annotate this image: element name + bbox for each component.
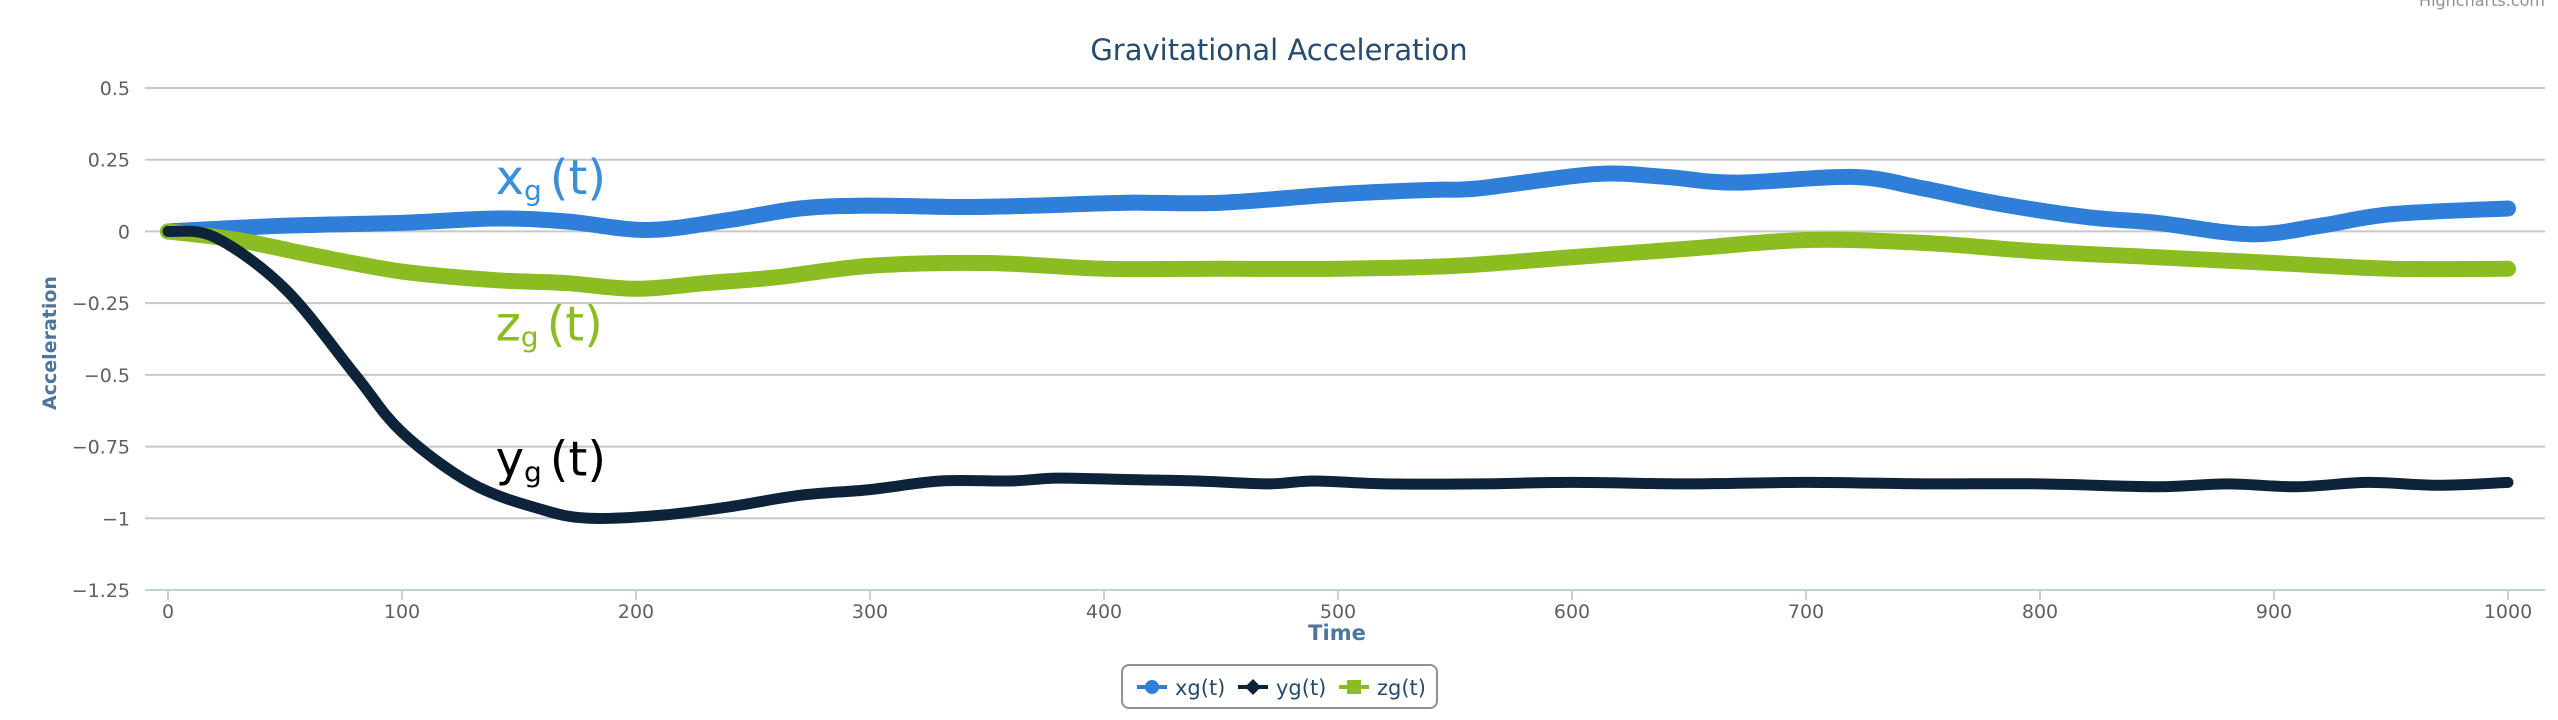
legend-box — [1121, 664, 1438, 709]
y-tick-label: −1 — [102, 508, 130, 530]
series-group — [160, 165, 2516, 525]
x-axis: 0 100 200 300 400 500 600 700 800 900 1000 — [162, 590, 2532, 623]
annotations: xg (t) zg (t) yg (t) — [496, 150, 606, 488]
legend-label: zg(t) — [1377, 676, 1426, 700]
x-tick-label: 600 — [1554, 601, 1590, 623]
series-annotation: yg (t) — [496, 431, 606, 488]
y-tick-label: −0.5 — [84, 365, 130, 387]
x-tick-label: 900 — [2256, 601, 2292, 623]
x-tick-label: 200 — [618, 601, 654, 623]
legend-label: yg(t) — [1276, 676, 1326, 700]
series-line-zgt — [160, 223, 2516, 297]
circle-marker-icon — [1145, 680, 1159, 694]
diamond-marker-icon — [1245, 679, 1261, 695]
x-tick-label: 100 — [384, 601, 420, 623]
series-annotation: xg (t) — [496, 150, 606, 207]
y-tick-label: −1.25 — [72, 580, 130, 602]
square-marker-icon — [1347, 680, 1361, 694]
legend-label: xg(t) — [1175, 676, 1225, 700]
legend-item-xgt[interactable]: xg(t) — [1137, 676, 1225, 700]
x-tick-label: 1000 — [2484, 601, 2532, 623]
y-tick-label: 0.25 — [88, 150, 130, 172]
y-tick-label: 0 — [118, 221, 130, 243]
x-tick-label: 500 — [1320, 601, 1356, 623]
series-line-ygt — [162, 225, 2514, 525]
y-tick-label: 0.5 — [100, 78, 130, 100]
x-axis-title: Time — [1308, 621, 1366, 645]
x-tick-label: 800 — [2022, 601, 2058, 623]
y-axis: 0.5 0.25 0 −0.25 −0.5 −0.75 −1 −1.25 — [72, 78, 130, 602]
x-tick-label: 300 — [852, 601, 888, 623]
x-tick-label: 700 — [1788, 601, 1824, 623]
x-tick-label: 0 — [162, 601, 174, 623]
series-annotation: zg (t) — [496, 296, 603, 353]
y-axis-title: Acceleration — [39, 276, 61, 410]
chart-title: Gravitational Acceleration — [1090, 33, 1467, 67]
credit-link[interactable]: Highcharts.com — [2419, 0, 2545, 10]
y-tick-label: −0.25 — [72, 293, 130, 315]
series-line-xgt — [160, 165, 2516, 243]
grid — [145, 87, 2545, 591]
x-tick-label: 400 — [1086, 601, 1122, 623]
legend: xg(t) yg(t) zg(t) — [1121, 664, 1438, 709]
legend-item-ygt[interactable]: yg(t) — [1238, 676, 1326, 700]
legend-item-zgt[interactable]: zg(t) — [1339, 676, 1426, 700]
y-tick-label: −0.75 — [72, 437, 130, 459]
